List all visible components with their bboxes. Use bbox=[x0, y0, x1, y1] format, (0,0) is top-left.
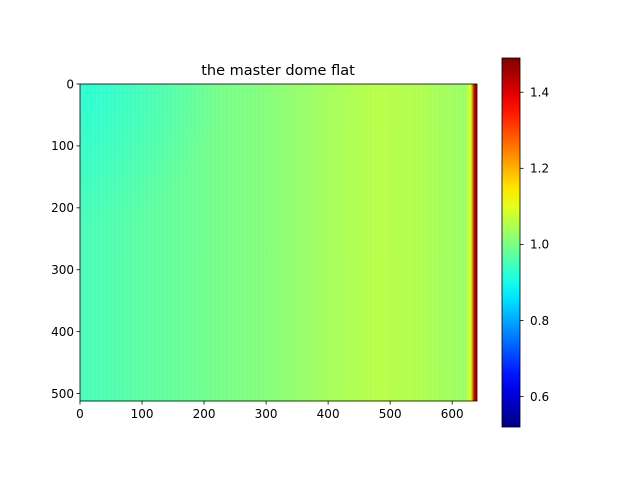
y-tick-label: 100 bbox=[51, 139, 74, 153]
colorbar-tick-label: 1.4 bbox=[530, 86, 549, 100]
colorbar-tick-label: 1.0 bbox=[530, 238, 549, 252]
x-tick-label: 400 bbox=[317, 407, 340, 421]
colorbar-frame bbox=[501, 57, 521, 428]
y-tick-label: 200 bbox=[51, 201, 74, 215]
x-tick-label: 200 bbox=[193, 407, 216, 421]
x-tick-label: 500 bbox=[379, 407, 402, 421]
colorbar-tick-label: 0.6 bbox=[530, 390, 549, 404]
axes-frame bbox=[79, 83, 478, 402]
x-tick-label: 600 bbox=[441, 407, 464, 421]
colorbar-fill bbox=[502, 58, 520, 427]
heatmap-column-texture bbox=[80, 84, 477, 401]
heatmap-image bbox=[80, 84, 477, 401]
y-tick-label: 500 bbox=[51, 387, 74, 401]
y-tick-label: 400 bbox=[51, 325, 74, 339]
y-tick-label: 0 bbox=[66, 77, 74, 91]
colorbar-tick-label: 1.2 bbox=[530, 162, 549, 176]
x-tick-label: 100 bbox=[131, 407, 154, 421]
chart-title: the master dome flat bbox=[201, 63, 355, 79]
x-tick-label: 0 bbox=[76, 407, 84, 421]
x-tick-label: 300 bbox=[255, 407, 278, 421]
colorbar: 0.6 0.8 1.0 1.2 1.4 bbox=[501, 57, 549, 428]
axes: 0 100 200 300 400 500 600 0 100 200 300 400 500 bbox=[51, 77, 478, 421]
y-tick-label: 300 bbox=[51, 263, 74, 277]
colorbar-tick-label: 0.8 bbox=[530, 314, 549, 328]
